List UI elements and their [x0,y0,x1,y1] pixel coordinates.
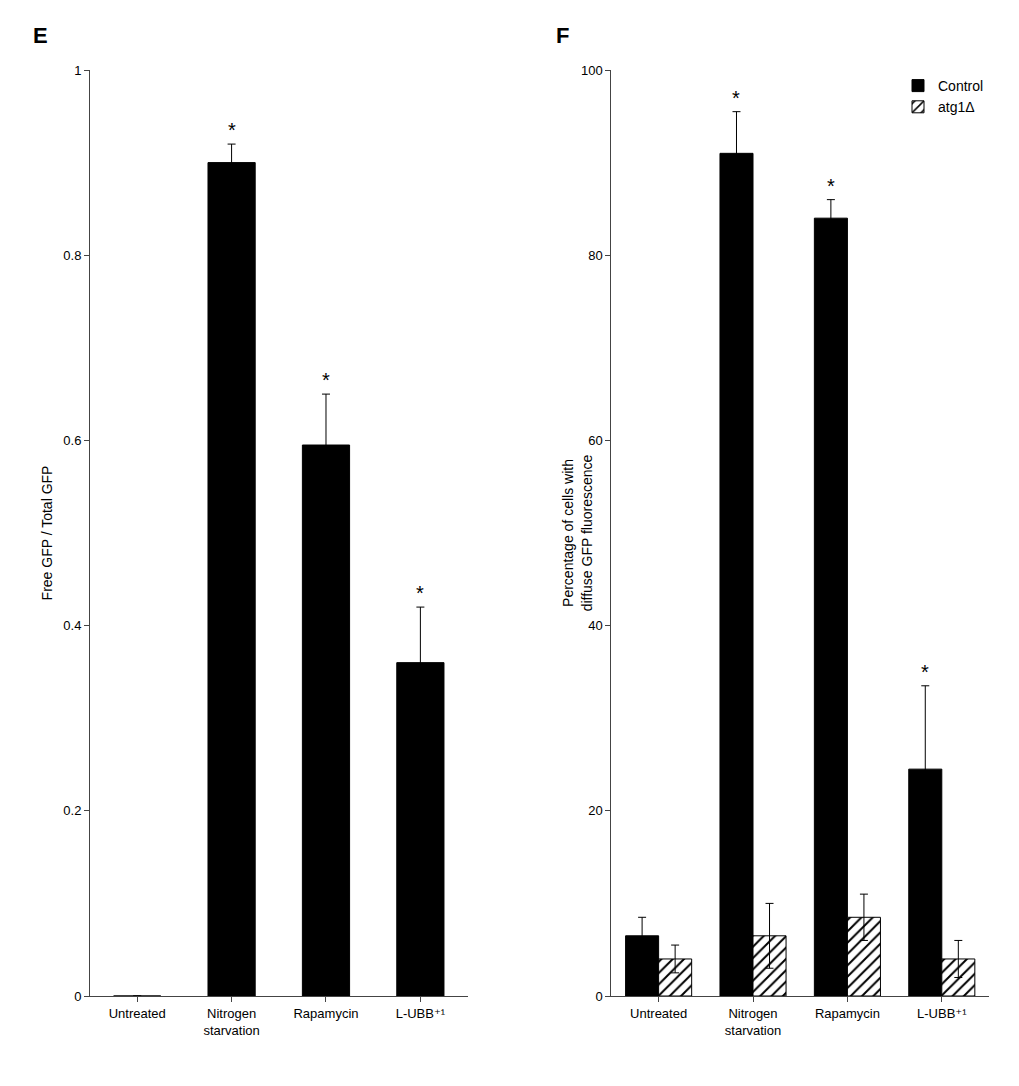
svg-text:Control: Control [938,78,983,94]
svg-text:40: 40 [588,618,602,633]
svg-text:E: E [33,23,48,48]
svg-text:100: 100 [581,63,603,78]
svg-text:Untreated: Untreated [109,1006,166,1021]
svg-text:0.4: 0.4 [63,618,81,633]
svg-text:Nitrogenstarvation: Nitrogenstarvation [203,1006,259,1038]
svg-text:0: 0 [74,989,81,1004]
svg-text:0: 0 [596,989,603,1004]
svg-text:Rapamycin: Rapamycin [293,1006,358,1021]
svg-text:Nitrogenstarvation: Nitrogenstarvation [725,1006,781,1038]
svg-text:*: * [416,582,424,604]
svg-text:*: * [228,119,236,141]
svg-text:0.8: 0.8 [63,248,81,263]
svg-text:Untreated: Untreated [630,1006,687,1021]
svg-text:1: 1 [74,63,81,78]
svg-text:atg1Δ: atg1Δ [938,99,975,115]
svg-text:L-UBB⁺¹: L-UBB⁺¹ [396,1006,446,1021]
svg-text:*: * [732,87,740,109]
svg-text:80: 80 [588,248,602,263]
svg-text:Rapamycin: Rapamycin [815,1006,880,1021]
svg-text:*: * [921,661,929,683]
svg-text:F: F [556,23,569,48]
svg-text:*: * [827,175,835,197]
svg-text:Free GFP / Total GFP: Free GFP / Total GFP [39,466,55,601]
svg-text:Percentage of cells withdiffus: Percentage of cells withdiffuse GFP fluo… [560,454,594,611]
svg-text:0.6: 0.6 [63,433,81,448]
svg-text:0.2: 0.2 [63,803,81,818]
svg-text:20: 20 [588,803,602,818]
svg-text:*: * [322,369,330,391]
svg-text:60: 60 [588,433,602,448]
svg-text:L-UBB⁺¹: L-UBB⁺¹ [917,1006,967,1021]
